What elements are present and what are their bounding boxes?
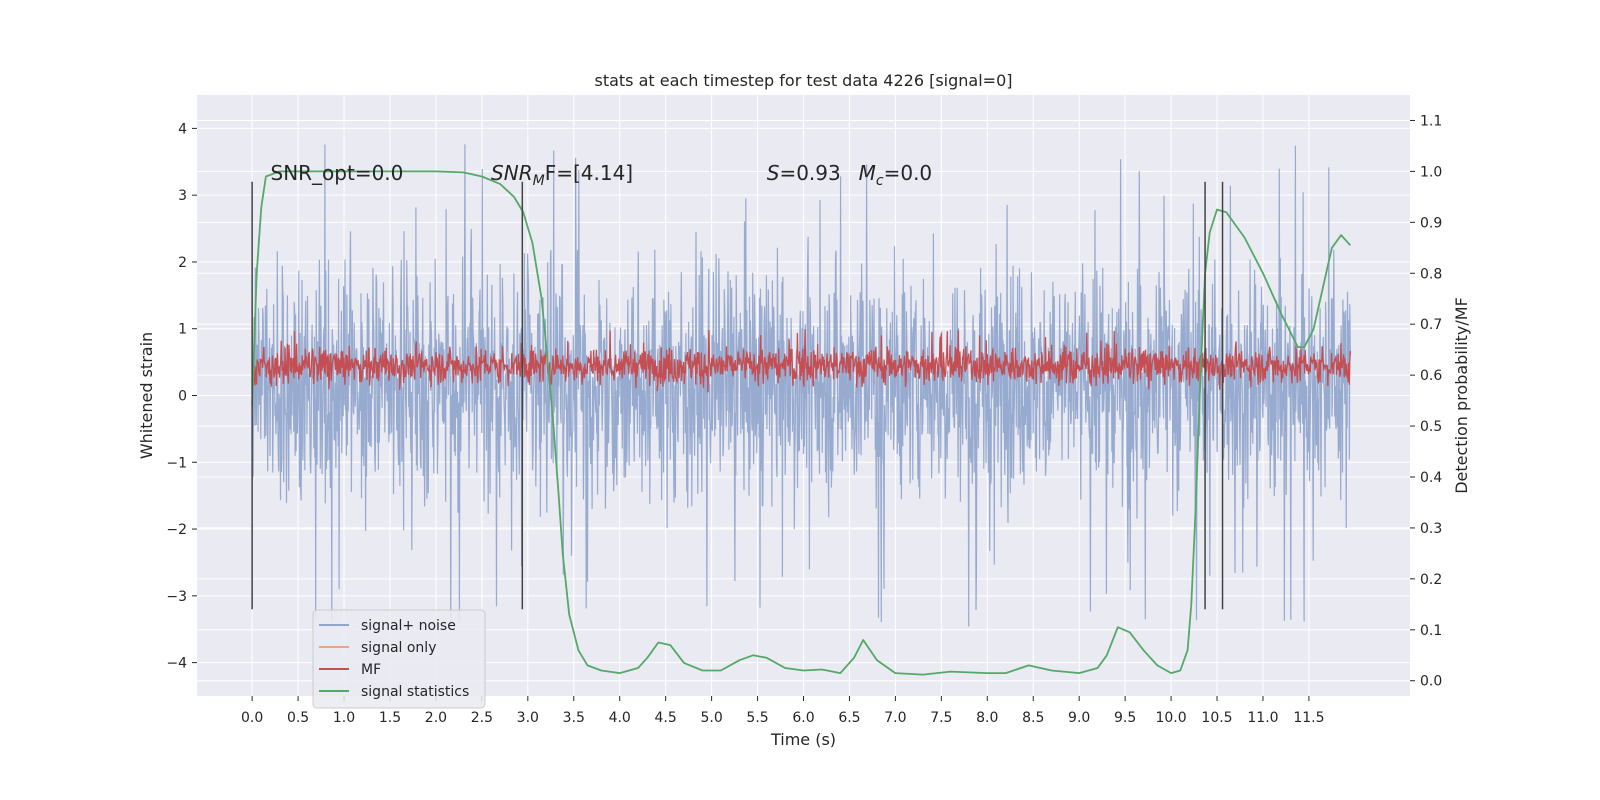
- x-tick-label: 9.0: [1068, 710, 1090, 726]
- x-tick-label: 9.5: [1114, 710, 1136, 726]
- y2-tick-label: 0.4: [1420, 470, 1442, 486]
- y2-axis-label: Detection probability/MF: [1452, 297, 1471, 494]
- y-axis-label: Whitened strain: [137, 332, 156, 459]
- x-tick-label: 11.0: [1247, 710, 1278, 726]
- y-tick-label: 4: [178, 121, 187, 137]
- x-tick-label: 3.0: [517, 710, 539, 726]
- x-tick-label: 7.0: [884, 710, 906, 726]
- x-tick-label: 10.0: [1155, 710, 1186, 726]
- signal-noise-line: [251, 144, 1351, 627]
- snr-mf-annotation: SNRMF=[4.14]: [491, 161, 633, 189]
- axes: 0.0 0.5 1.0 1.5 2.0 2.5 3.0 3.5 4.0 4.5 5.0 5.5 6.0 6…: [166, 113, 1442, 726]
- x-tick-label: 6.0: [792, 710, 814, 726]
- y2-tick-label: 0.9: [1420, 215, 1442, 231]
- x-tick-label: 0.5: [287, 710, 309, 726]
- y-tick-label: 3: [178, 188, 187, 204]
- y2-tick-label: 1.0: [1420, 164, 1442, 180]
- x-axis-label: Time (s): [770, 730, 836, 749]
- legend-box: [312, 609, 486, 709]
- y2-tick-label: 0.6: [1420, 368, 1442, 384]
- snr-mf-subscript: M: [533, 173, 545, 189]
- y-tick-label: 2: [178, 255, 187, 271]
- mc-label: M: [859, 161, 876, 185]
- y-tick-label: −2: [166, 522, 187, 538]
- legend-label: MF: [361, 662, 381, 678]
- y-tick-label: −1: [166, 455, 187, 471]
- x-tick-label: 4.0: [609, 710, 631, 726]
- x-tick-label: 5.0: [700, 710, 722, 726]
- signal-statistics-line: [251, 170, 1351, 676]
- y-tick-label: 0: [178, 389, 187, 405]
- chart-title: stats at each timestep for test data 422…: [594, 71, 1012, 90]
- snr-opt-annotation: SNR_opt=0.0: [271, 161, 404, 185]
- data-layer: [251, 144, 1351, 676]
- x-tick-label: 2.0: [425, 710, 447, 726]
- x-tick-label: 1.0: [333, 710, 355, 726]
- y-tick-label: 1: [178, 322, 187, 338]
- overlap-annotation: S=0.93: [767, 161, 841, 185]
- snr-mf-prefix: SNR: [491, 161, 533, 185]
- x-tick-label: 11.5: [1293, 710, 1324, 726]
- legend: signal+ noise signal only MF signal statist…: [312, 609, 486, 709]
- y2-tick-label: 1.1: [1420, 113, 1442, 129]
- s-value: =0.93: [779, 161, 840, 185]
- legend-label: signal only: [361, 640, 436, 656]
- y2-tick-label: 0.7: [1420, 317, 1442, 333]
- x-tick-label: 3.5: [563, 710, 585, 726]
- mf-line: [251, 328, 1351, 393]
- y2-tick-label: 0.5: [1420, 419, 1442, 435]
- y2-tick-label: 0.2: [1420, 572, 1442, 588]
- s-label: S: [767, 161, 780, 185]
- x-tick-label: 0.0: [241, 710, 263, 726]
- x-tick-label: 6.5: [838, 710, 860, 726]
- legend-label: signal+ noise: [361, 618, 456, 634]
- x-tick-label: 2.5: [471, 710, 493, 726]
- x-tick-label: 4.5: [655, 710, 677, 726]
- x-tick-label: 8.5: [1022, 710, 1044, 726]
- snr-mf-suffix: F=[4.14]: [545, 161, 633, 185]
- x-tick-label: 10.5: [1201, 710, 1232, 726]
- x-tick-label: 1.5: [379, 710, 401, 726]
- x-tick-label: 5.5: [746, 710, 768, 726]
- y2-tick-label: 0.0: [1420, 674, 1442, 690]
- x-tick-label: 8.0: [976, 710, 998, 726]
- mc-subscript: c: [876, 173, 884, 189]
- y-tick-label: −4: [166, 656, 187, 672]
- y-tick-label: −3: [166, 589, 187, 605]
- chirp-mass-annotation: Mc=0.0: [859, 161, 933, 189]
- y2-tick-label: 0.1: [1420, 623, 1442, 639]
- y2-tick-label: 0.8: [1420, 266, 1442, 282]
- y2-tick-label: 0.3: [1420, 521, 1442, 537]
- x-tick-label: 7.5: [930, 710, 952, 726]
- mc-value: =0.0: [884, 161, 933, 185]
- legend-label: signal statistics: [361, 684, 469, 700]
